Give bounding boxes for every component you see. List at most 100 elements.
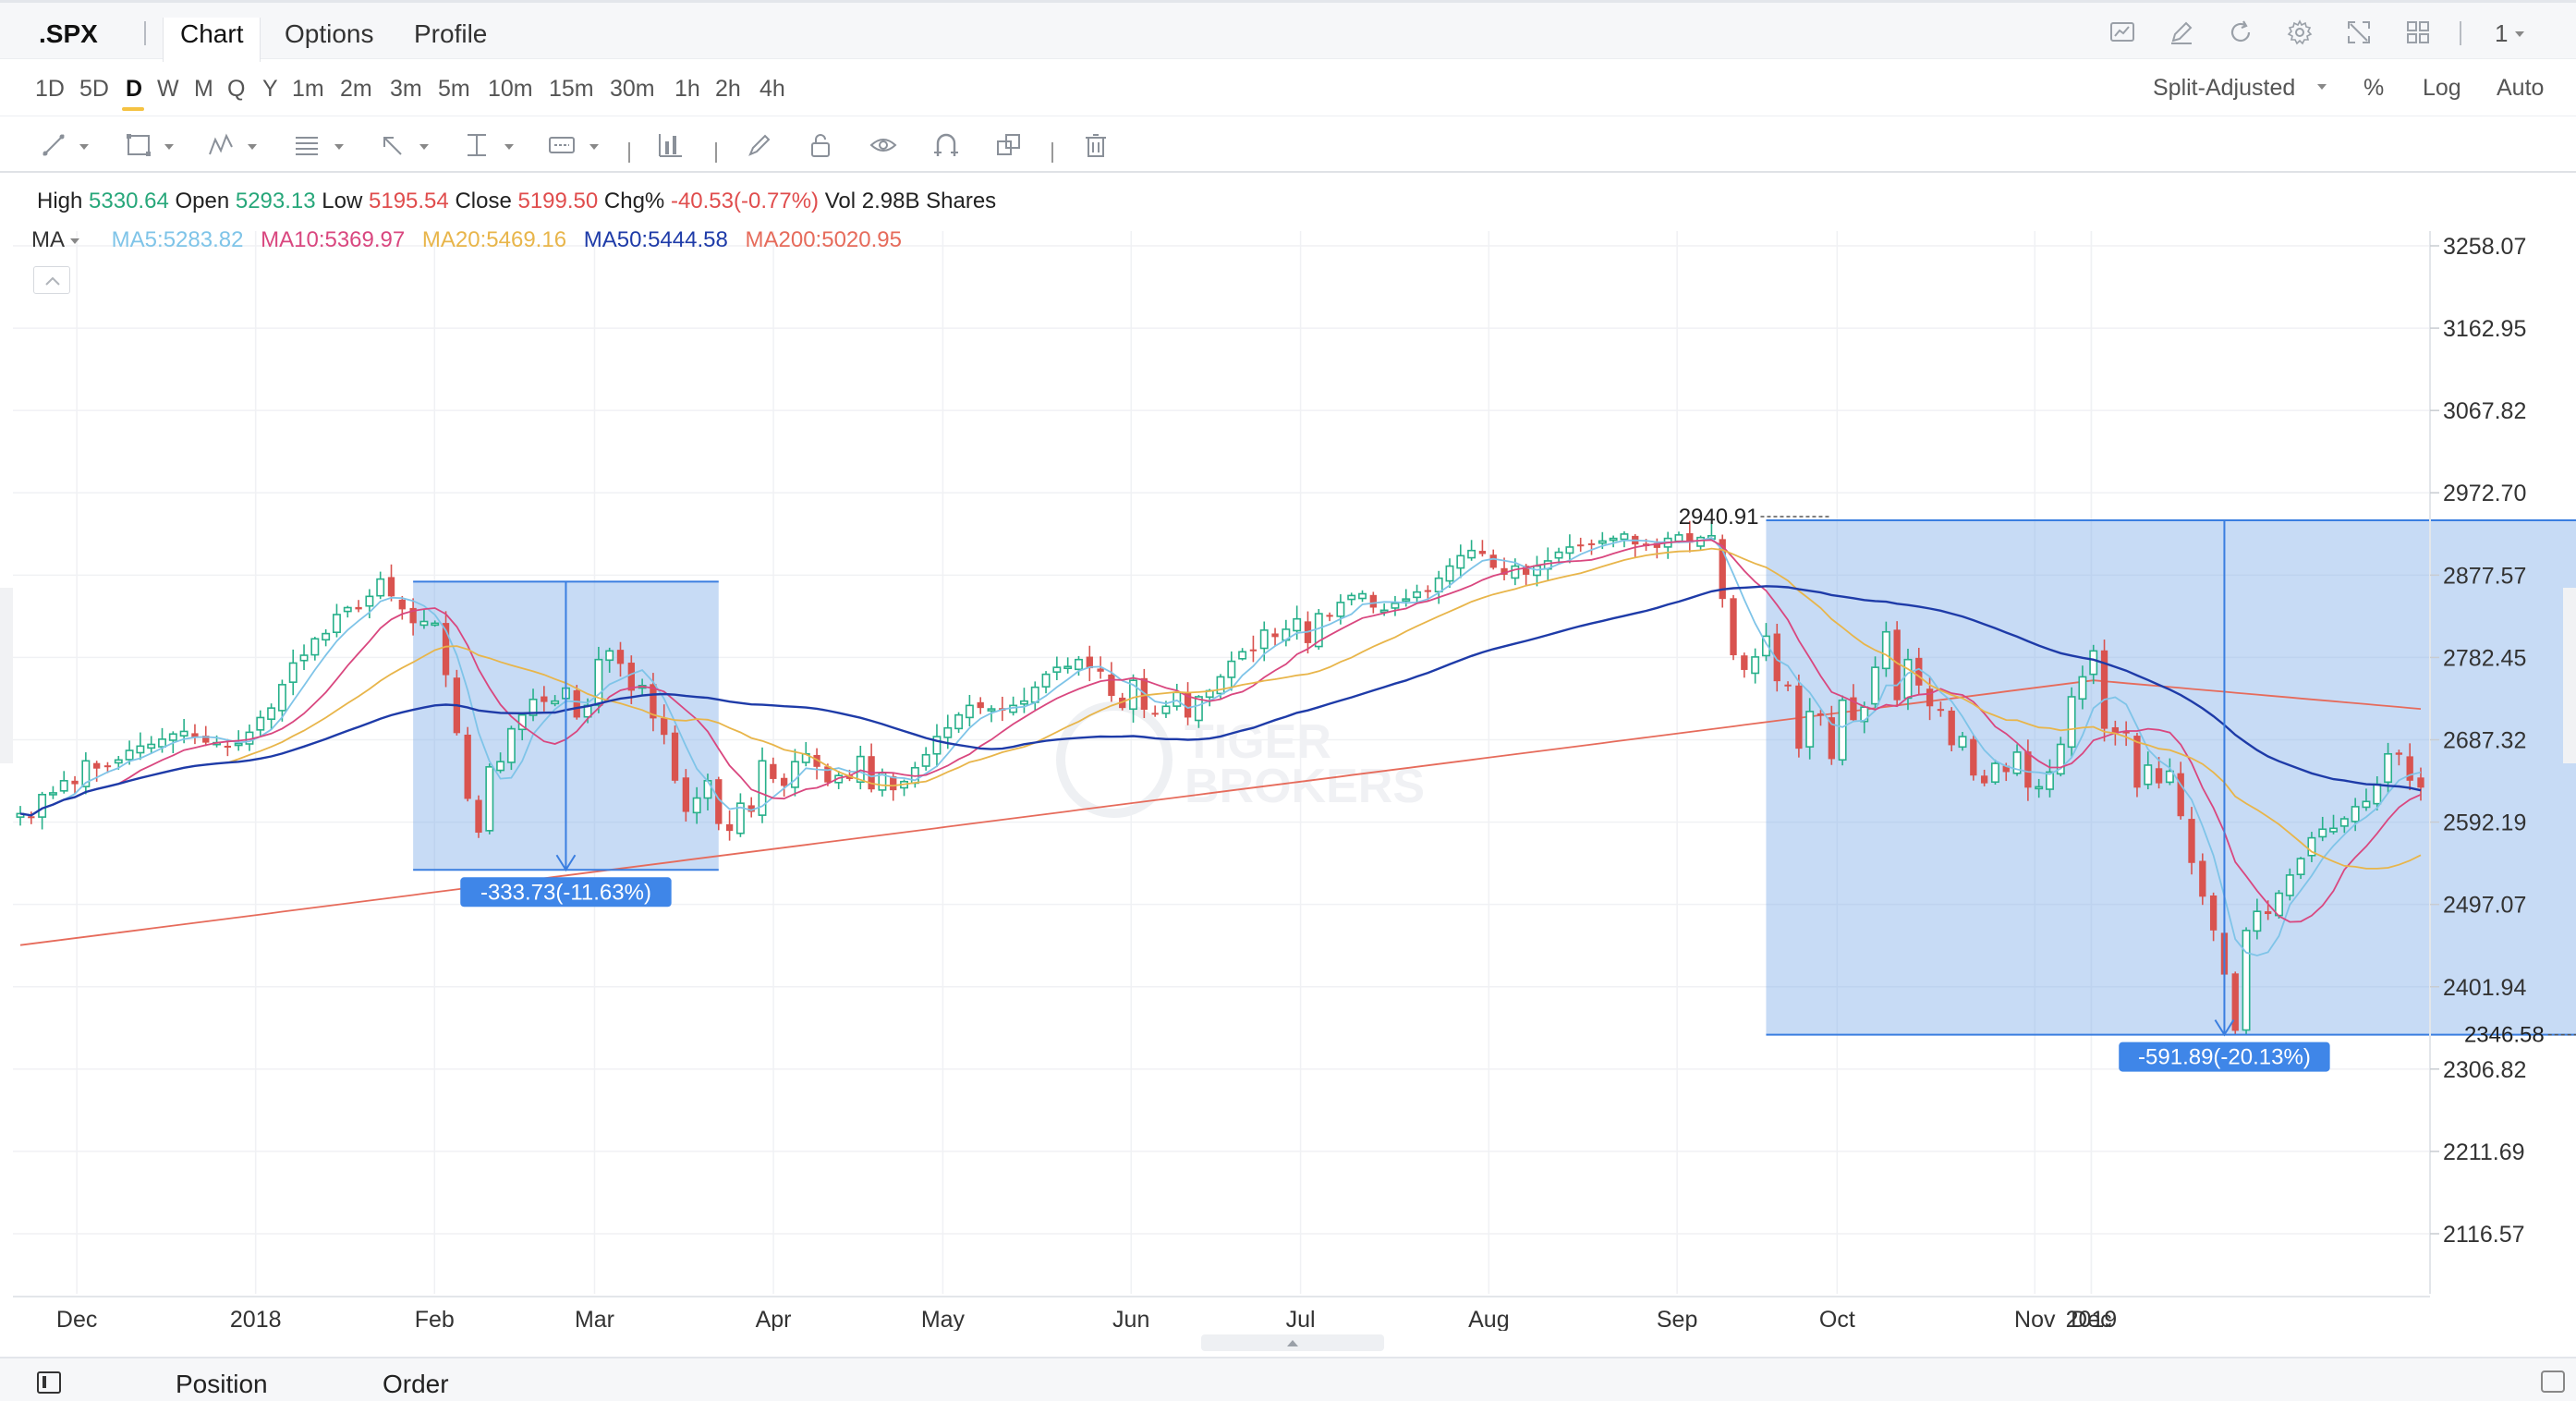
candle-body-down	[475, 799, 482, 834]
candle-body-up	[1391, 603, 1400, 609]
edit-pencil-icon[interactable]	[2168, 18, 2195, 46]
period-q[interactable]: Q	[227, 76, 246, 102]
clone-icon[interactable]	[994, 130, 1024, 160]
chevron-down-icon[interactable]	[70, 238, 79, 244]
trend-line-icon[interactable]	[39, 130, 68, 160]
period-2h[interactable]: 2h	[715, 76, 741, 102]
period-w[interactable]: W	[157, 76, 179, 102]
chevron-down-icon[interactable]	[164, 144, 174, 150]
time-tick-label: 2018	[230, 1307, 282, 1331]
candle-body-down	[541, 696, 548, 702]
ma-indicator-select[interactable]: MA	[31, 227, 65, 252]
period-5d[interactable]: 5D	[79, 76, 109, 102]
period-30m[interactable]: 30m	[610, 76, 655, 102]
trash-icon[interactable]	[1081, 130, 1111, 160]
ma20-line	[19, 547, 2422, 870]
log-scale-toggle[interactable]: Log	[2423, 75, 2461, 101]
chart-grid	[13, 231, 2430, 1294]
candle-body-down	[845, 775, 854, 779]
chevron-down-icon[interactable]	[2317, 84, 2327, 90]
tab-profile[interactable]: Profile	[414, 19, 488, 48]
measure-tool-icon[interactable]	[462, 130, 492, 160]
percent-scale-toggle[interactable]: %	[2363, 75, 2385, 101]
candle-body-up	[932, 736, 942, 755]
price-tick-label: 3162.95	[2443, 316, 2526, 342]
candle-body-up	[1358, 592, 1367, 600]
layout-count-select[interactable]: 1	[2495, 19, 2509, 47]
tab-position[interactable]: Position	[176, 1370, 268, 1398]
auto-scale-toggle[interactable]: Auto	[2497, 75, 2545, 101]
period-5m[interactable]: 5m	[438, 76, 470, 102]
candle-body-down	[1926, 688, 1934, 707]
settings-gear-icon[interactable]	[2286, 18, 2314, 46]
candle-body-down	[1151, 713, 1159, 715]
chevron-down-icon[interactable]	[248, 144, 257, 150]
layout-grid-icon[interactable]	[2404, 18, 2432, 46]
period-10m[interactable]: 10m	[488, 76, 533, 102]
bottom-panel-handle[interactable]	[1201, 1334, 1384, 1351]
price-tick-label: 3067.82	[2443, 398, 2526, 424]
text-label-tool-icon[interactable]	[547, 130, 577, 160]
period-15m[interactable]: 15m	[549, 76, 594, 102]
ma10-line	[19, 539, 2422, 923]
sidebar-toggle-icon[interactable]	[37, 1371, 61, 1394]
candle-body-down	[1937, 709, 1945, 712]
candle-body-down	[2111, 726, 2120, 734]
period-y[interactable]: Y	[262, 76, 278, 102]
pattern-tool-icon[interactable]	[207, 130, 237, 160]
bar-chart-tool-icon[interactable]	[656, 130, 686, 160]
period-m[interactable]: M	[194, 76, 213, 102]
candle-body-up	[1413, 591, 1422, 599]
magnet-icon[interactable]	[931, 130, 961, 160]
candle-body-down	[1108, 674, 1115, 697]
candle-body-up	[1456, 554, 1465, 569]
period-4h[interactable]: 4h	[759, 76, 785, 102]
lock-icon[interactable]	[806, 130, 835, 160]
candle-body-up	[419, 620, 429, 627]
adjustment-select[interactable]: Split-Adjusted	[2153, 75, 2296, 101]
fullscreen-icon[interactable]	[2345, 18, 2373, 46]
price-tick-label: 3258.07	[2443, 234, 2526, 260]
chevron-down-icon[interactable]	[419, 144, 429, 150]
chevron-down-icon[interactable]	[589, 144, 599, 150]
price-tick-label: 2401.94	[2443, 975, 2526, 1001]
candle-body-down	[1522, 566, 1530, 575]
arrow-tool-icon[interactable]	[377, 130, 407, 160]
candle-body-up	[2242, 930, 2251, 1031]
candle-body-down	[661, 718, 668, 736]
tab-order[interactable]: Order	[383, 1370, 449, 1398]
period-3m[interactable]: 3m	[390, 76, 422, 102]
candle-body-up	[703, 780, 712, 799]
tab-options[interactable]: Options	[285, 19, 374, 48]
period-2m[interactable]: 2m	[340, 76, 372, 102]
refresh-icon[interactable]	[2227, 18, 2254, 46]
collapse-legend-button[interactable]	[33, 266, 70, 294]
eye-visibility-icon[interactable]	[869, 130, 898, 160]
candle-body-down	[2002, 765, 2010, 773]
period-1m[interactable]: 1m	[292, 76, 324, 102]
chevron-down-icon[interactable]	[79, 144, 89, 150]
chevron-down-icon[interactable]	[2515, 31, 2524, 37]
price-chart[interactable]: TIGER BROKERS -333.73(-11.63%) -591.89(-2…	[0, 222, 2576, 1331]
candle-body-down	[977, 701, 984, 709]
indicator-chart-icon[interactable]	[2108, 18, 2136, 46]
candle-body-down	[616, 650, 625, 664]
brush-tool-icon[interactable]	[745, 130, 774, 160]
chevron-down-icon[interactable]	[334, 144, 344, 150]
candle-body-up	[38, 793, 47, 818]
candle-body-up	[1903, 658, 1913, 700]
expand-panel-icon[interactable]	[2541, 1371, 2565, 1393]
fibonacci-tool-icon[interactable]	[292, 130, 322, 160]
candle-body-up	[147, 743, 156, 749]
period-1d[interactable]: 1D	[35, 76, 65, 102]
left-panel-handle[interactable]	[0, 588, 13, 763]
tab-chart[interactable]: Chart	[163, 18, 261, 62]
candle-body-down	[1184, 691, 1192, 718]
period-1h[interactable]: 1h	[674, 76, 700, 102]
right-panel-handle[interactable]	[2563, 588, 2576, 763]
chevron-down-icon[interactable]	[504, 144, 514, 150]
rectangle-tool-icon[interactable]	[124, 130, 153, 160]
symbol-title[interactable]: .SPX	[39, 19, 98, 48]
candle-body-down	[824, 766, 832, 783]
period-d[interactable]: D	[126, 76, 143, 102]
